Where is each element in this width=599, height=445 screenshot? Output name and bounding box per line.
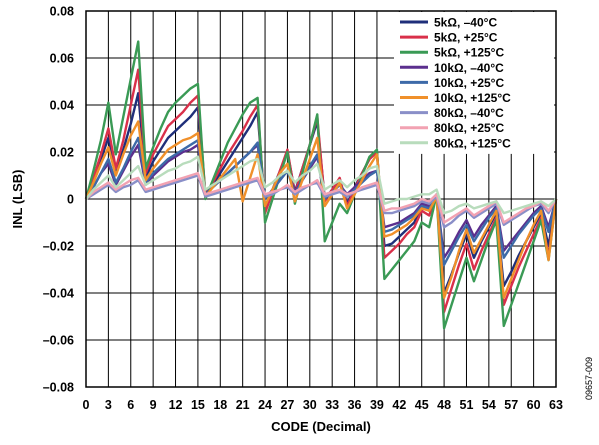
legend-label: 80kΩ, +25°C [434, 121, 504, 135]
x-axis-title: CODE (Decimal) [271, 419, 371, 434]
x-tick-labels: 0 3 6 9 12 15 18 21 24 27 30 33 36 39 42 45 48 51 54 57 60 63 [83, 398, 563, 412]
x-tick-label: 15 [191, 398, 205, 412]
x-tick-label: 18 [213, 398, 227, 412]
y-tick-label: 0.08 [50, 5, 74, 19]
x-tick-label: 12 [169, 398, 183, 412]
figure-id-note: 09657-009 [584, 357, 594, 400]
legend-label: 10kΩ, –40°C [434, 61, 504, 75]
x-tick-label: 39 [370, 398, 384, 412]
plot-frame [85, 10, 557, 388]
x-tick-label: 51 [460, 398, 474, 412]
x-tick-label: 27 [280, 398, 294, 412]
legend-label: 10kΩ, +125°C [434, 91, 511, 105]
x-tick-label: 36 [348, 398, 362, 412]
y-tick-label: 0 [67, 193, 74, 207]
x-tick-label: 48 [437, 398, 451, 412]
x-tick-label: 3 [105, 398, 112, 412]
x-tick-label: 42 [392, 398, 406, 412]
series-line-9 [85, 155, 557, 215]
x-tick-label: 9 [150, 398, 157, 412]
x-tick-label: 0 [83, 398, 90, 412]
y-tick-label: –0.02 [43, 240, 74, 254]
y-axis-title: INL (LSB) [10, 170, 25, 229]
series-line-8 [85, 171, 558, 224]
x-tick-label: 54 [482, 398, 496, 412]
x-tick-label: 60 [527, 398, 541, 412]
y-tick-label: 0.06 [50, 52, 74, 66]
x-tick-label: 21 [236, 398, 250, 412]
series-lines [84, 40, 558, 330]
series-line-6 [84, 120, 558, 299]
legend-label: 5kΩ, +25°C [434, 31, 498, 45]
legend-label: 80kΩ, –40°C [434, 106, 504, 120]
x-tick-label: 30 [303, 398, 317, 412]
y-tick-label: –0.04 [43, 287, 74, 301]
x-tick-label: 57 [504, 398, 518, 412]
x-tick-label: 33 [325, 398, 339, 412]
legend-label: 10kΩ, +25°C [434, 76, 504, 90]
x-tick-label: 24 [258, 398, 272, 412]
y-tick-labels: –0.08 –0.06 –0.04 –0.02 0 0.02 0.04 0.06 0.08 [43, 5, 74, 395]
y-tick-label: 0.04 [50, 99, 74, 113]
x-tick-label: 45 [415, 398, 429, 412]
x-tick-label: 6 [127, 398, 134, 412]
x-tick-label: 63 [549, 398, 563, 412]
y-tick-label: –0.06 [43, 334, 74, 348]
y-tick-label: –0.08 [43, 381, 74, 395]
legend-label: 5kΩ, –40°C [434, 16, 497, 30]
legend-label: 80kΩ, +125°C [434, 136, 511, 150]
legend-label: 5kΩ, +125°C [434, 46, 504, 60]
y-tick-label: 0.02 [50, 146, 74, 160]
